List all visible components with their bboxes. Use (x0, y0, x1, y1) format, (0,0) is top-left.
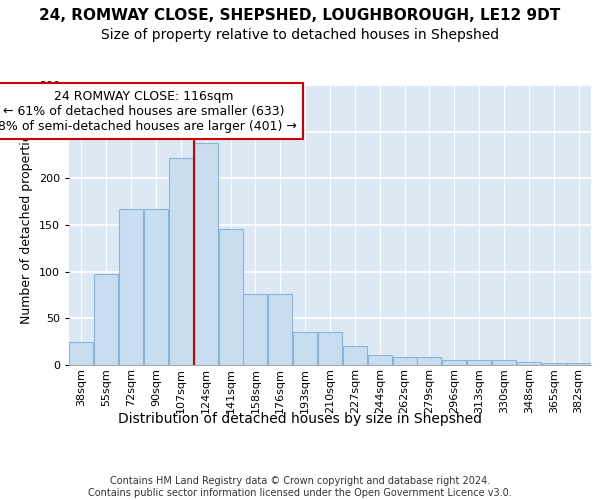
Text: Contains HM Land Registry data © Crown copyright and database right 2024.
Contai: Contains HM Land Registry data © Crown c… (88, 476, 512, 498)
Bar (194, 143, 218, 365)
Bar (318, 332, 342, 365)
Bar (144, 209, 168, 365)
Bar (467, 360, 491, 365)
Bar (293, 332, 317, 365)
Bar (392, 356, 416, 365)
Bar (517, 362, 541, 365)
Text: 24, ROMWAY CLOSE, SHEPSHED, LOUGHBOROUGH, LE12 9DT: 24, ROMWAY CLOSE, SHEPSHED, LOUGHBOROUGH… (40, 8, 560, 22)
Bar (268, 294, 292, 365)
Bar (492, 360, 516, 365)
Bar (442, 360, 466, 365)
Text: 24 ROMWAY CLOSE: 116sqm
← 61% of detached houses are smaller (633)
38% of semi-d: 24 ROMWAY CLOSE: 116sqm ← 61% of detache… (0, 90, 297, 132)
Bar (94, 274, 118, 365)
Text: Size of property relative to detached houses in Shepshed: Size of property relative to detached ho… (101, 28, 499, 42)
Bar (169, 158, 193, 365)
Bar (368, 354, 392, 365)
Bar (218, 228, 242, 365)
Bar (119, 209, 143, 365)
Y-axis label: Number of detached properties: Number of detached properties (20, 126, 33, 324)
Bar (566, 363, 590, 365)
Bar (418, 356, 442, 365)
Bar (244, 294, 268, 365)
Bar (542, 363, 566, 365)
Bar (343, 346, 367, 365)
Text: Distribution of detached houses by size in Shepshed: Distribution of detached houses by size … (118, 412, 482, 426)
Bar (70, 342, 94, 365)
